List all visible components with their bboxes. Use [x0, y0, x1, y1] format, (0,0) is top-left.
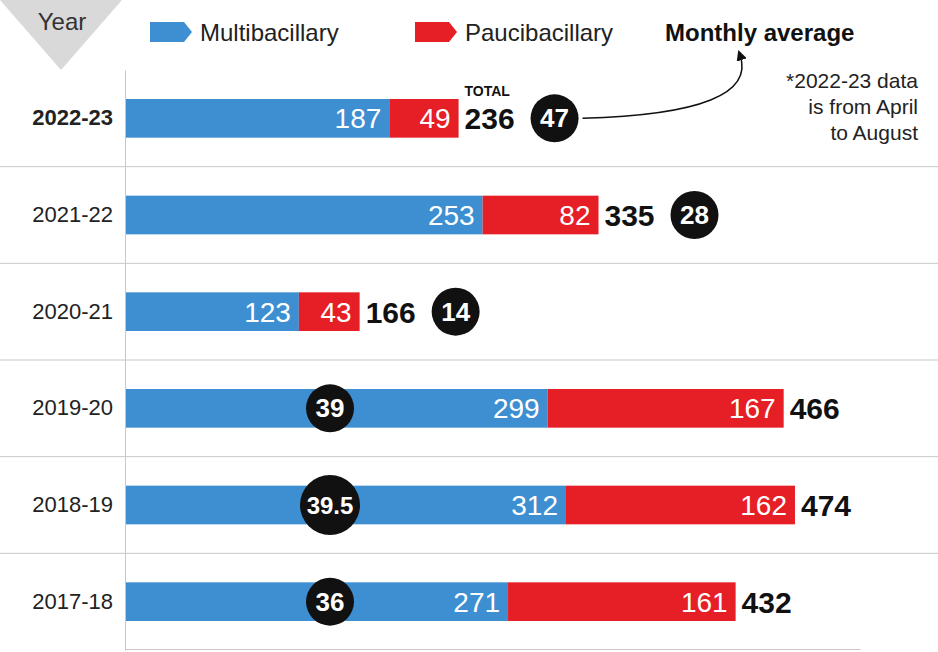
data-label: 312: [511, 490, 558, 521]
row-separator: [0, 360, 938, 361]
bar: [389, 99, 458, 138]
data-label: 271: [453, 587, 500, 618]
bar: [125, 196, 483, 235]
bar: [483, 196, 599, 235]
x-axis-line: [126, 649, 861, 650]
average-label: 39.5: [307, 492, 354, 519]
average-label: 28: [680, 200, 709, 230]
data-label: 299: [493, 393, 540, 424]
legend-label: Multibacillary: [200, 19, 339, 46]
average-label: 47: [540, 103, 569, 133]
y-axis-line: [125, 71, 126, 651]
labels: 187 253 123 299 312 271 49 82 43 167 162 161 236 47 33…: [244, 83, 851, 625]
bar: [125, 292, 299, 331]
data-label: 161: [681, 587, 728, 618]
average-badge: [306, 384, 354, 432]
chart: Year 187 253 123 299 312 271 49 82 43 167 162 161 236…: [0, 0, 938, 652]
row-separator: [0, 263, 938, 264]
average-badge: [671, 191, 719, 239]
row-separator: [0, 553, 938, 554]
y-axis: 2022-23 2021-22 2020-21 2019-20 2018-19 2017-…: [32, 71, 125, 651]
bar: [508, 582, 736, 621]
y-tick: 2018-19: [32, 492, 125, 517]
x-axis: [126, 649, 861, 650]
average-badge: [432, 288, 480, 336]
average-label: 14: [441, 297, 470, 327]
total-label: 236: [465, 102, 515, 135]
y-tick-label: 2019-20: [32, 395, 113, 420]
average-label: 39: [316, 393, 345, 423]
total-label: 474: [801, 489, 851, 522]
y-tick-label: 2022-23: [32, 105, 113, 130]
y-tick-label: 2021-22: [32, 202, 113, 227]
note: *2022-23 data: [786, 69, 918, 92]
total-caption: TOTAL: [465, 83, 511, 99]
bars: [125, 99, 795, 621]
total-label: 335: [605, 199, 655, 232]
y-tick: 2019-20: [32, 395, 125, 420]
y-tick: 2017-18: [32, 589, 125, 614]
y-tick-label: 2020-21: [32, 299, 113, 324]
data-label: 167: [729, 393, 776, 424]
bar: [125, 582, 508, 621]
note: to August: [830, 121, 918, 144]
total-label: 432: [742, 586, 792, 619]
row-separator: [0, 166, 938, 167]
bar: [125, 486, 566, 525]
bar: [125, 389, 548, 428]
legend: Multibacillary Paucibacillary Monthly aver…: [150, 19, 854, 46]
note: is from April: [808, 95, 918, 118]
data-label: 187: [335, 103, 382, 134]
bar: [299, 292, 360, 331]
legend-swatch: [415, 22, 457, 42]
row-separator: [0, 456, 938, 457]
total-label: 466: [790, 392, 840, 425]
y-tick-label: 2018-19: [32, 492, 113, 517]
average-badge: [306, 578, 354, 626]
legend-label: Paucibacillary: [465, 19, 613, 46]
data-label: 82: [559, 200, 590, 231]
legend-average: Monthly average: [665, 19, 854, 46]
y-tick-label: 2017-18: [32, 589, 113, 614]
data-label: 43: [320, 297, 351, 328]
data-label: 123: [244, 297, 291, 328]
series-1: [299, 99, 795, 621]
bar: [548, 389, 784, 428]
y-axis-title: Year: [38, 8, 87, 35]
y-tick: 2021-22: [32, 202, 125, 227]
bar: [566, 486, 795, 525]
average-badge: [300, 475, 360, 535]
series-0: [125, 99, 566, 621]
y-tick: 2022-23: [32, 105, 125, 130]
legend-swatch: [150, 22, 192, 42]
bar: [125, 99, 389, 138]
average-label: 36: [316, 587, 345, 617]
average-badge: [531, 94, 579, 142]
data-label: 49: [419, 103, 450, 134]
data-label: 253: [428, 200, 475, 231]
arrow: [583, 55, 742, 118]
header-shape: [0, 0, 122, 70]
total-label: 166: [366, 296, 416, 329]
data-label: 162: [740, 490, 787, 521]
y-tick: 2020-21: [32, 299, 125, 324]
